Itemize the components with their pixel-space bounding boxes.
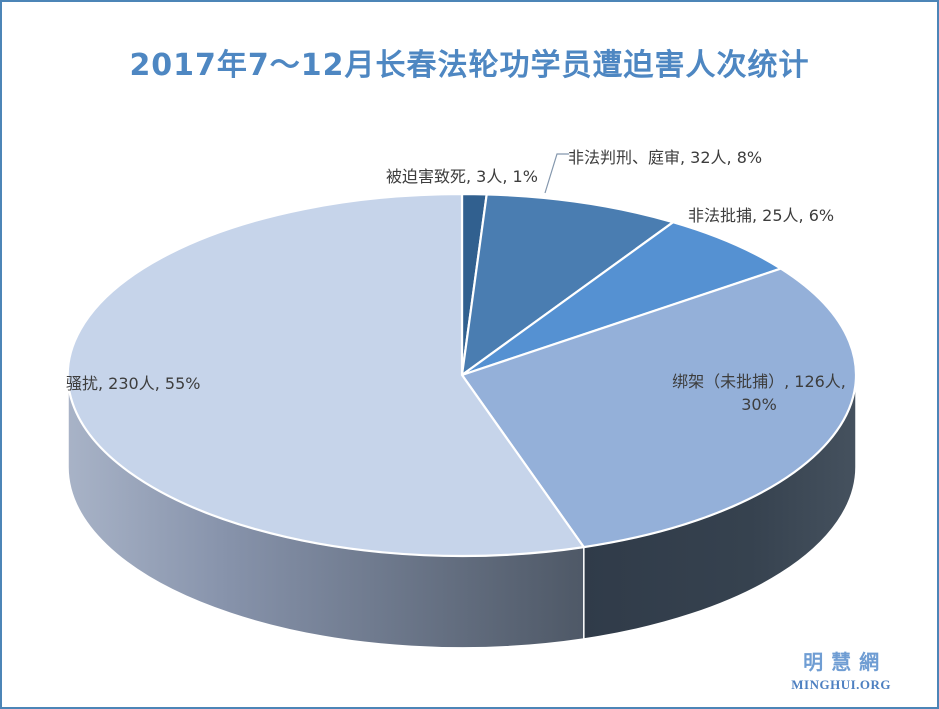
- leader-line-sentencing: [544, 153, 569, 194]
- label-sentencing: 非法判刑、庭审, 32人, 8%: [568, 148, 763, 167]
- chart-title: 2017年7～12月长春法轮功学员遭迫害人次统计: [129, 48, 810, 83]
- pie-slice-arrest: [460, 221, 782, 377]
- watermark: 明慧網 MINGHUI.ORG: [791, 646, 891, 693]
- pie-slice-sentencing: [460, 193, 675, 377]
- label-kidnapping-line2: 30%: [741, 395, 777, 414]
- label-death: 被迫害致死, 3人, 1%: [386, 167, 538, 186]
- pie-slice-kidnapping: [460, 267, 858, 549]
- label-harassment: 骚扰, 230人, 55%: [66, 374, 201, 393]
- pie-slice-harassment: [66, 192, 585, 558]
- watermark-latin-text: MINGHUI.ORG: [791, 677, 891, 692]
- watermark-cjk-text: 明慧網: [803, 650, 888, 674]
- label-kidnapping: 绑架（未批捕）, 126人, 30%: [654, 370, 864, 416]
- label-arrest: 非法批捕, 25人, 6%: [688, 206, 835, 225]
- label-kidnapping-line1: 绑架（未批捕）, 126人,: [672, 372, 846, 391]
- pie-top-faces: [66, 192, 858, 558]
